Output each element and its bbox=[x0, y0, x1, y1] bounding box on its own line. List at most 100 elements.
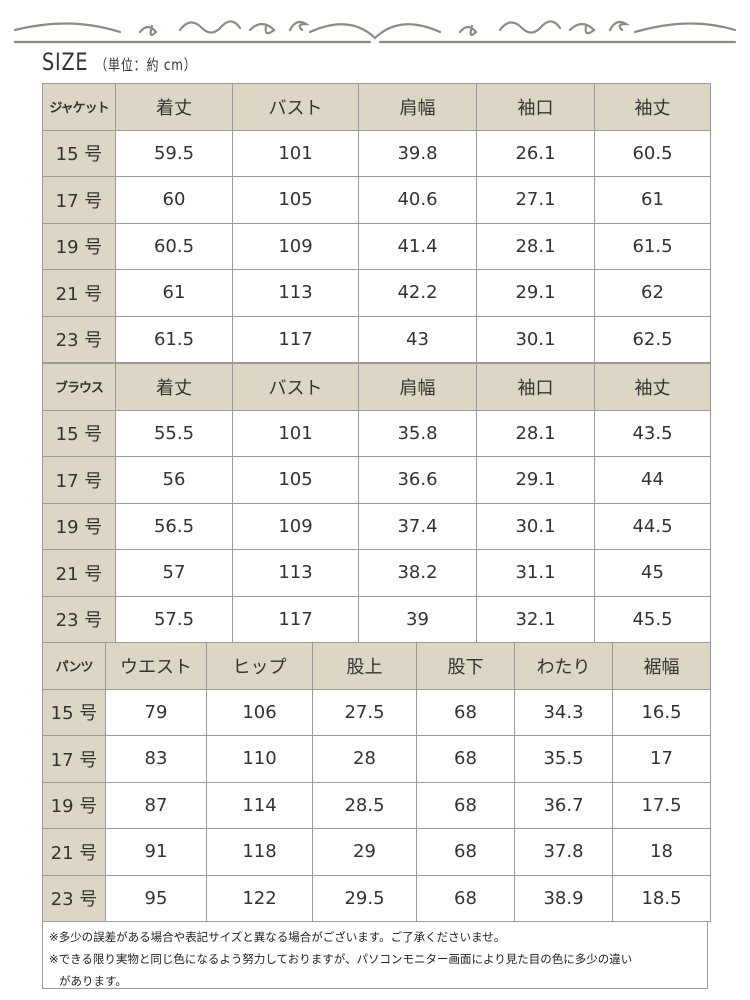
measurement-cell: 29.1 bbox=[476, 456, 595, 504]
measurement-cell: 68 bbox=[416, 688, 515, 736]
measurement-cell: 62.5 bbox=[594, 315, 711, 363]
measurement-cell: 117 bbox=[232, 315, 359, 363]
measurement-cell: 17 bbox=[612, 735, 711, 783]
measurement-cell: 60 bbox=[115, 176, 233, 224]
measurement-cell: 29.1 bbox=[476, 269, 595, 317]
measurement-cell: 56 bbox=[115, 456, 233, 504]
size-label: 23 号 bbox=[42, 874, 106, 922]
measurement-cell: 32.1 bbox=[476, 595, 595, 643]
section-label: パンツ bbox=[42, 642, 106, 690]
measurement-cell: 36.7 bbox=[514, 781, 613, 829]
measurement-cell: 118 bbox=[206, 828, 313, 876]
measurement-cell: 31.1 bbox=[476, 549, 595, 597]
measurement-cell: 37.4 bbox=[358, 502, 477, 550]
measurement-cell: 57.5 bbox=[115, 595, 233, 643]
measurement-cell: 38.9 bbox=[514, 874, 613, 922]
table-row: 15 号 59.5 101 39.8 26.1 60.5 bbox=[42, 129, 711, 177]
column-header: バスト bbox=[232, 363, 359, 411]
measurement-cell: 28.1 bbox=[476, 409, 595, 457]
size-label: 15 号 bbox=[42, 688, 106, 736]
measurement-cell: 110 bbox=[206, 735, 313, 783]
column-header: 股上 bbox=[312, 642, 417, 690]
measurement-cell: 68 bbox=[416, 828, 515, 876]
measurement-cell: 29 bbox=[312, 828, 417, 876]
measurement-cell: 36.6 bbox=[358, 456, 477, 504]
measurement-cell: 29.5 bbox=[312, 874, 417, 922]
size-label: 17 号 bbox=[42, 456, 116, 504]
section-label: ジャケット bbox=[42, 83, 116, 131]
measurement-cell: 30.1 bbox=[476, 502, 595, 550]
measurement-cell: 95 bbox=[105, 874, 207, 922]
note-1: ※多少の誤差がある場合や表記サイズと異なる場合がございます。ご了承くださいませ。 bbox=[49, 930, 506, 944]
header-row: ジャケット 着丈 バスト 肩幅 袖口 袖丈 bbox=[42, 83, 711, 131]
measurement-cell: 18.5 bbox=[612, 874, 711, 922]
measurement-cell: 87 bbox=[105, 781, 207, 829]
table-row: 17 号 60 105 40.6 27.1 61 bbox=[42, 176, 711, 224]
measurement-cell: 28.1 bbox=[476, 222, 595, 270]
measurement-cell: 68 bbox=[416, 735, 515, 783]
measurement-cell: 79 bbox=[105, 688, 207, 736]
size-label: 15 号 bbox=[42, 129, 116, 177]
measurement-cell: 60.5 bbox=[594, 129, 711, 177]
measurement-cell: 57 bbox=[115, 549, 233, 597]
measurement-cell: 114 bbox=[206, 781, 313, 829]
decorative-ornament-icon bbox=[13, 20, 737, 44]
size-label: 23 号 bbox=[42, 595, 116, 643]
measurement-cell: 106 bbox=[206, 688, 313, 736]
size-table-2: パンツ ウエスト ヒップ 股上 股下 わたり 裾幅 15 号 79 106 27.5 68 34.3 16… bbox=[42, 642, 711, 922]
size-table-1: ブラウス 着丈 バスト 肩幅 袖口 袖丈 15 号 55.5 101 35.8 28.1 43.5 17… bbox=[42, 363, 711, 643]
table-row: 21 号 57 113 38.2 31.1 45 bbox=[42, 549, 711, 597]
column-header: 股下 bbox=[416, 642, 515, 690]
column-header: 肩幅 bbox=[358, 363, 477, 411]
measurement-cell: 16.5 bbox=[612, 688, 711, 736]
measurement-cell: 68 bbox=[416, 781, 515, 829]
measurement-cell: 44 bbox=[594, 456, 711, 504]
page-title: SIZE （単位：約 cm） bbox=[42, 48, 197, 76]
header-row: ブラウス 着丈 バスト 肩幅 袖口 袖丈 bbox=[42, 363, 711, 411]
measurement-cell: 34.3 bbox=[514, 688, 613, 736]
measurement-cell: 39 bbox=[358, 595, 477, 643]
measurement-cell: 122 bbox=[206, 874, 313, 922]
measurement-cell: 62 bbox=[594, 269, 711, 317]
table-row: 23 号 95 122 29.5 68 38.9 18.5 bbox=[42, 874, 711, 922]
table-row: 19 号 87 114 28.5 68 36.7 17.5 bbox=[42, 781, 711, 829]
column-header: ヒップ bbox=[206, 642, 313, 690]
notes: ※多少の誤差がある場合や表記サイズと異なる場合がございます。ご了承くださいませ。… bbox=[42, 922, 708, 989]
table-row: 19 号 56.5 109 37.4 30.1 44.5 bbox=[42, 502, 711, 550]
note-2: ※できる限り実物と同じ色になるよう努力しておりますが、パソコンモニター画面により… bbox=[49, 952, 633, 966]
measurement-cell: 42.2 bbox=[358, 269, 477, 317]
measurement-cell: 55.5 bbox=[115, 409, 233, 457]
measurement-cell: 105 bbox=[232, 456, 359, 504]
measurement-cell: 43.5 bbox=[594, 409, 711, 457]
table-row: 23 号 61.5 117 43 30.1 62.5 bbox=[42, 315, 711, 363]
measurement-cell: 37.8 bbox=[514, 828, 613, 876]
measurement-cell: 30.1 bbox=[476, 315, 595, 363]
measurement-cell: 35.5 bbox=[514, 735, 613, 783]
measurement-cell: 60.5 bbox=[115, 222, 233, 270]
column-header: バスト bbox=[232, 83, 359, 131]
measurement-cell: 101 bbox=[232, 129, 359, 177]
size-label: 19 号 bbox=[42, 222, 116, 270]
size-label: 17 号 bbox=[42, 176, 116, 224]
section-label: ブラウス bbox=[42, 363, 116, 411]
measurement-cell: 44.5 bbox=[594, 502, 711, 550]
measurement-cell: 61 bbox=[115, 269, 233, 317]
measurement-cell: 61.5 bbox=[594, 222, 711, 270]
measurement-cell: 117 bbox=[232, 595, 359, 643]
column-header: 袖丈 bbox=[594, 83, 711, 131]
measurement-cell: 109 bbox=[232, 222, 359, 270]
measurement-cell: 56.5 bbox=[115, 502, 233, 550]
measurement-cell: 41.4 bbox=[358, 222, 477, 270]
title-text: SIZE bbox=[42, 48, 89, 76]
measurement-cell: 59.5 bbox=[115, 129, 233, 177]
measurement-cell: 18 bbox=[612, 828, 711, 876]
table-row: 17 号 56 105 36.6 29.1 44 bbox=[42, 456, 711, 504]
measurement-cell: 40.6 bbox=[358, 176, 477, 224]
measurement-cell: 38.2 bbox=[358, 549, 477, 597]
measurement-cell: 105 bbox=[232, 176, 359, 224]
table-row: 15 号 55.5 101 35.8 28.1 43.5 bbox=[42, 409, 711, 457]
size-label: 21 号 bbox=[42, 269, 116, 317]
measurement-cell: 27.1 bbox=[476, 176, 595, 224]
measurement-cell: 26.1 bbox=[476, 129, 595, 177]
